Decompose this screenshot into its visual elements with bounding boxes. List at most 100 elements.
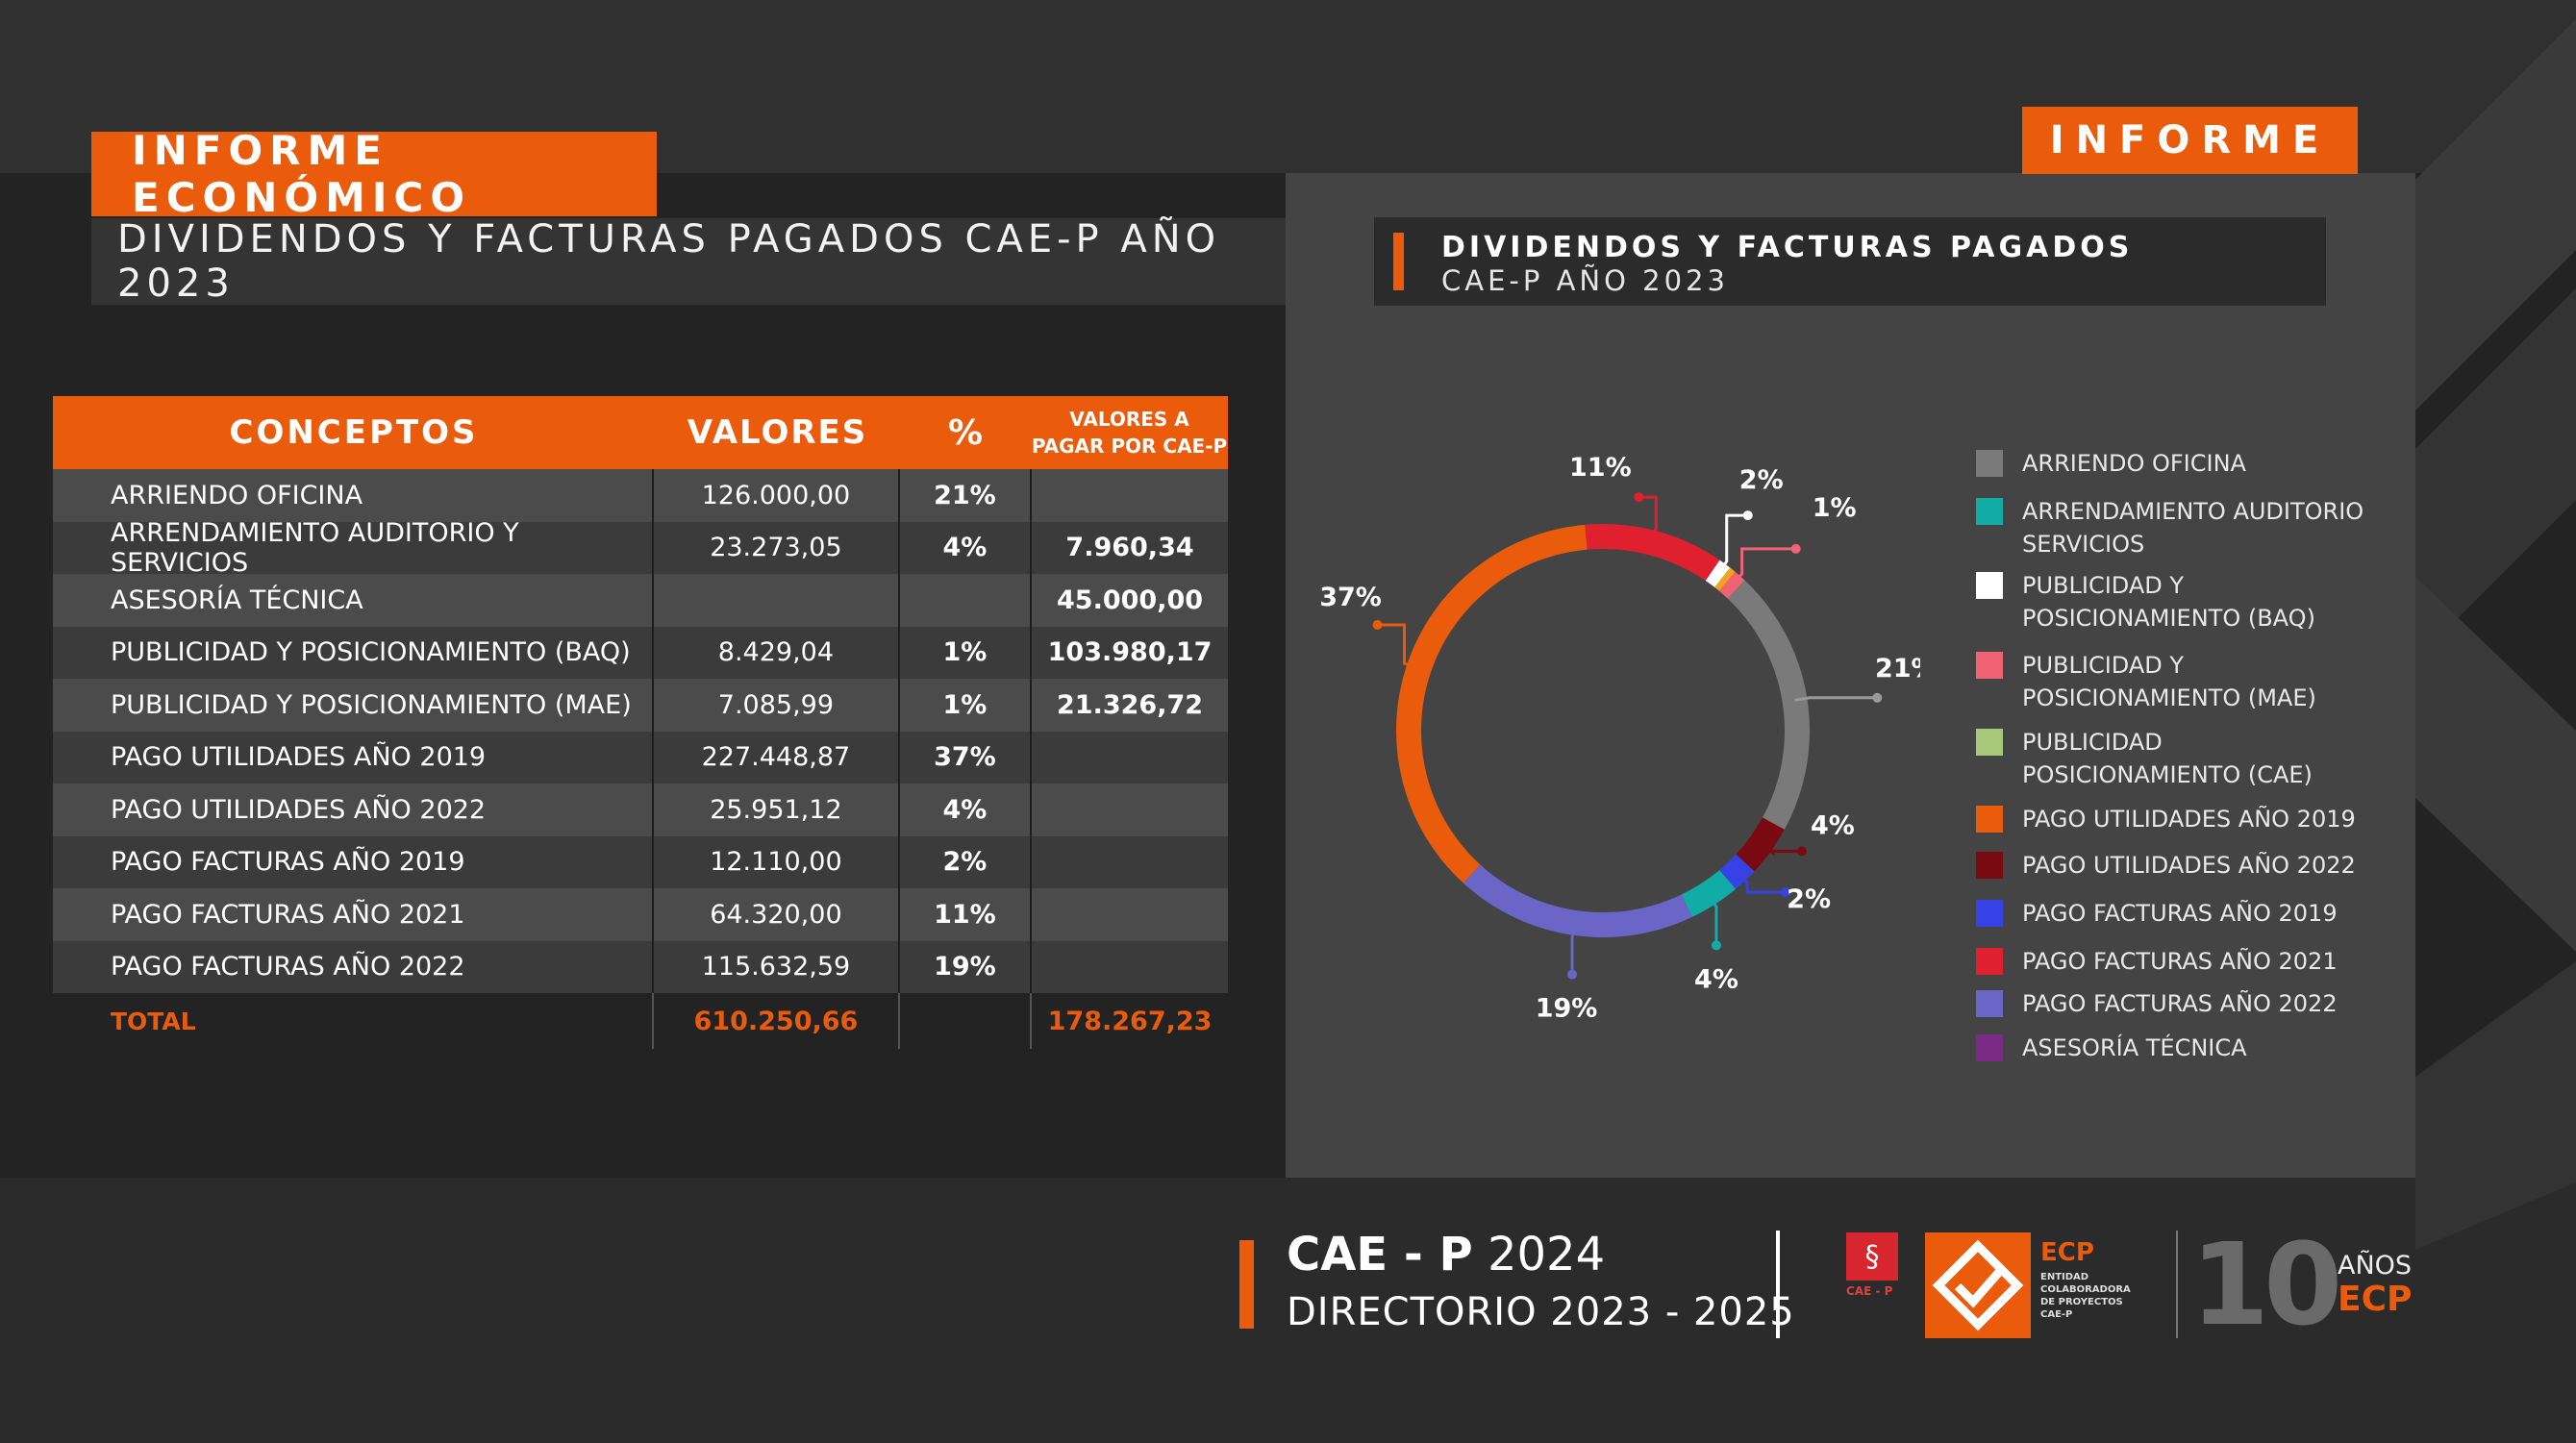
row-concept: PAGO FACTURAS AÑO 2022: [111, 952, 465, 983]
legend-label: ASESORÍA TÉCNICA: [2022, 1034, 2247, 1061]
donut-leader-dot: [1872, 692, 1883, 703]
legend-label: PAGO FACTURAS AÑO 2021: [2022, 948, 2338, 975]
legend-label: PUBLICIDAD Y POSICIONAMIENTO (BAQ): [2022, 572, 2315, 632]
donut-slice: [1681, 869, 1736, 917]
caep-logo-name: CAE - P: [1846, 1284, 1893, 1298]
legend-label: PUBLICIDAD Y POSICIONAMIENTO (MAE): [2022, 652, 2316, 711]
ecp-logo-name: ECP: [2040, 1238, 2094, 1267]
donut-leader-dot: [1567, 969, 1578, 980]
legend-swatch: [1976, 1034, 2003, 1061]
legend-item: PAGO FACTURAS AÑO 2022: [1976, 987, 2338, 1020]
donut-leader-line: [1707, 893, 1718, 946]
legend-label: PAGO UTILIDADES AÑO 2022: [2022, 852, 2356, 879]
total-pct: [897, 993, 1030, 1049]
legend-swatch: [1976, 652, 2003, 679]
row-concept: PAGO UTILIDADES AÑO 2019: [111, 742, 487, 773]
data-table: CONCEPTOS VALORES % VALORES A PAGAR POR C…: [53, 396, 1228, 1049]
row-value: 227.448,87: [652, 731, 898, 784]
legend-label: ARRENDAMIENTO AUDITORIO SERVICIOS: [2022, 498, 2364, 558]
legend-swatch: [1976, 948, 2003, 975]
footer-brand-bold: CAE - P: [1287, 1228, 1473, 1281]
table-row: ASESORÍA TÉCNICA 45.000,00: [53, 574, 1228, 627]
header-valores-pagar: VALORES A PAGAR POR CAE-P: [1031, 396, 1228, 469]
donut-leader-dot: [1781, 887, 1791, 898]
legend-swatch: [1976, 900, 2003, 927]
donut-data-label: 19%: [1536, 994, 1598, 1024]
row-payable: 21.326,72: [1030, 679, 1228, 732]
row-value: 8.429,04: [652, 626, 898, 679]
ten-years-logo: 10 AÑOS ECP: [2190, 1218, 2421, 1351]
row-concept: PUBLICIDAD Y POSICIONAMIENTO (MAE): [111, 689, 632, 720]
table-header-row: CONCEPTOS VALORES % VALORES A PAGAR POR C…: [53, 396, 1228, 469]
ecp-check-shape: [1932, 1239, 2024, 1331]
row-pct: [897, 574, 1030, 627]
row-concept: PAGO UTILIDADES AÑO 2022: [111, 794, 487, 825]
donut-data-label: 37%: [1319, 583, 1382, 612]
legend-item: ARRIENDO OFICINA: [1976, 447, 2246, 480]
donut-leader-dot: [1742, 510, 1753, 521]
donut-leader-dot: [1711, 940, 1721, 951]
legend-item: PUBLICIDAD POSICIONAMIENTO (CAE): [1976, 726, 2313, 791]
header-valores-pagar-line1: VALORES A: [1069, 408, 1189, 431]
row-concept: PAGO FACTURAS AÑO 2021: [111, 899, 465, 930]
table-row: PUBLICIDAD Y POSICIONAMIENTO (MAE) 7.085,…: [53, 679, 1228, 732]
legend-item: PAGO FACTURAS AÑO 2019: [1976, 897, 2338, 930]
legend-item: ASESORÍA TÉCNICA: [1976, 1032, 2247, 1064]
table-row: PUBLICIDAD Y POSICIONAMIENTO (BAQ) 8.429,…: [53, 626, 1228, 679]
legend-swatch: [1976, 498, 2003, 525]
row-payable: [1030, 784, 1228, 836]
legend-swatch: [1976, 990, 2003, 1017]
caep-logo-fineprint: [1846, 1298, 1904, 1318]
row-concept: ASESORÍA TÉCNICA: [111, 585, 363, 615]
row-pct: 21%: [897, 469, 1030, 522]
ecp-desc-2: COLABORADORA: [2040, 1284, 2131, 1295]
chart-subtitle: CAE-P AÑO 2023: [1441, 264, 1729, 297]
row-concept: PAGO FACTURAS AÑO 2019: [111, 847, 465, 878]
donut-data-label: 11%: [1569, 453, 1632, 483]
donut-data-label: 4%: [1694, 964, 1738, 994]
row-payable: [1030, 888, 1228, 941]
legend-label: PAGO UTILIDADES AÑO 2019: [2022, 806, 2356, 833]
donut-leader-dot: [1634, 492, 1644, 503]
row-payable: [1030, 940, 1228, 993]
donut-data-label: 2%: [1739, 465, 1784, 495]
footer-divider: [1776, 1231, 1780, 1338]
legend-swatch: [1976, 729, 2003, 756]
caep-emblem-icon: §: [1846, 1232, 1898, 1281]
donut-chart: 11% 2% 1% 21% 4% 2% 4% 19% 37%: [1319, 453, 1920, 1024]
donut-leader-line: [1570, 922, 1576, 975]
donut-slice: [1463, 864, 1692, 937]
footer-accent-bar: [1239, 1240, 1254, 1329]
ecp-desc-3: DE PROYECTOS: [2040, 1297, 2123, 1307]
legend-item: ARRENDAMIENTO AUDITORIO SERVICIOS: [1976, 495, 2363, 560]
ecp-check-icon: [1925, 1232, 2031, 1338]
legend-label: PUBLICIDAD POSICIONAMIENTO (CAE): [2022, 729, 2313, 788]
donut-data-label: 21%: [1875, 654, 1920, 684]
legend-item: PAGO UTILIDADES AÑO 2019: [1976, 803, 2356, 835]
row-concept: ARRENDAMIENTO AUDITORIO Y SERVICIOS: [111, 517, 519, 578]
footer-directorio: DIRECTORIO 2023 - 2025: [1287, 1290, 1795, 1334]
page-title: DIVIDENDOS Y FACTURAS PAGADOS CAE-P AÑO …: [91, 217, 1286, 306]
header-valores: VALORES: [687, 413, 868, 452]
row-payable: 45.000,00: [1030, 574, 1228, 627]
footer-brand-year: 2024: [1487, 1228, 1606, 1281]
ten-years-brand: ECP: [2338, 1280, 2413, 1319]
table-row: PAGO FACTURAS AÑO 2022 115.632,59 19%: [53, 940, 1228, 993]
ten-years-number: 10: [2190, 1218, 2342, 1351]
table-row: PAGO FACTURAS AÑO 2021 64.320,00 11%: [53, 888, 1228, 941]
row-payable: [1030, 835, 1228, 888]
donut-leader-line: [1638, 495, 1658, 543]
donut-leader-line: [1760, 842, 1802, 857]
header-valores-pagar-line2: PAGAR POR CAE-P: [1031, 435, 1228, 458]
table-row: ARRENDAMIENTO AUDITORIO Y SERVICIOS 23.27…: [53, 517, 1228, 578]
donut-leader-dot: [1796, 846, 1807, 857]
table-row: PAGO UTILIDADES AÑO 2019 227.448,87 37%: [53, 731, 1228, 784]
legend-item: PUBLICIDAD Y POSICIONAMIENTO (MAE): [1976, 649, 2316, 714]
chart-panel: [1286, 173, 2415, 1178]
donut-leader-dot: [1372, 619, 1383, 630]
donut-leader-line: [1377, 623, 1420, 670]
row-payable: 7.960,34: [1030, 521, 1228, 574]
table-row: PAGO UTILIDADES AÑO 2022 25.951,12 4%: [53, 784, 1228, 836]
ten-years-word: AÑOS: [2338, 1251, 2413, 1281]
legend-item: PUBLICIDAD Y POSICIONAMIENTO (BAQ): [1976, 569, 2315, 634]
